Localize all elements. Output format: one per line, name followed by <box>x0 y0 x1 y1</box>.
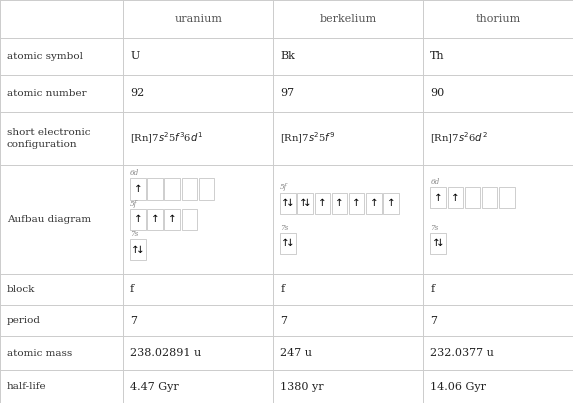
Text: U: U <box>130 52 139 62</box>
Bar <box>465 187 480 208</box>
Text: ↓: ↓ <box>436 238 445 248</box>
Bar <box>430 233 446 254</box>
Text: short electronic
configuration: short electronic configuration <box>7 128 91 149</box>
Text: Bk: Bk <box>280 52 295 62</box>
Text: ↑: ↑ <box>318 198 327 208</box>
Bar <box>130 179 146 199</box>
Bar <box>164 179 180 199</box>
Text: 90: 90 <box>430 88 445 98</box>
Text: 6d: 6d <box>130 169 139 177</box>
Text: [Rn]7$s^2$6$d^2$: [Rn]7$s^2$6$d^2$ <box>430 131 488 146</box>
Bar <box>315 193 330 214</box>
Bar <box>164 209 180 230</box>
Bar <box>448 187 463 208</box>
Bar <box>430 187 446 208</box>
Text: ↑: ↑ <box>335 198 344 208</box>
Text: ↓: ↓ <box>286 238 295 248</box>
Text: ↑: ↑ <box>299 198 307 208</box>
Text: 14.06 Gyr: 14.06 Gyr <box>430 382 486 392</box>
Text: ↑: ↑ <box>431 238 440 248</box>
Text: atomic mass: atomic mass <box>7 349 72 358</box>
Bar <box>482 187 497 208</box>
Text: 232.0377 u: 232.0377 u <box>430 348 494 358</box>
Text: f: f <box>430 285 434 295</box>
Text: 1380 yr: 1380 yr <box>280 382 324 392</box>
Text: 7: 7 <box>430 316 437 326</box>
Text: block: block <box>7 285 36 294</box>
Bar <box>130 239 146 260</box>
Bar <box>147 179 163 199</box>
Text: ↑: ↑ <box>451 193 460 203</box>
Text: atomic symbol: atomic symbol <box>7 52 83 61</box>
Text: f: f <box>130 285 134 295</box>
Text: ↑: ↑ <box>387 198 395 208</box>
Bar <box>349 193 364 214</box>
Text: atomic number: atomic number <box>7 89 87 98</box>
Bar <box>280 233 296 254</box>
Text: thorium: thorium <box>476 14 521 24</box>
Bar <box>297 193 313 214</box>
Text: [Rn]7$s^2$5$f^3$6$d^1$: [Rn]7$s^2$5$f^3$6$d^1$ <box>130 131 203 146</box>
Text: 92: 92 <box>130 88 144 98</box>
Text: ↑: ↑ <box>352 198 361 208</box>
Text: ↓: ↓ <box>286 198 295 208</box>
Text: ↑: ↑ <box>151 214 159 224</box>
Text: ↑: ↑ <box>168 214 176 224</box>
Text: Th: Th <box>430 52 445 62</box>
Bar <box>332 193 347 214</box>
Text: 5f: 5f <box>130 199 138 208</box>
Text: 7s: 7s <box>430 224 439 231</box>
Text: 7s: 7s <box>130 230 139 238</box>
Text: 6d: 6d <box>430 178 439 186</box>
Text: 7: 7 <box>130 316 137 326</box>
Bar <box>182 209 197 230</box>
Bar <box>199 179 214 199</box>
Text: [Rn]7$s^2$5$f^9$: [Rn]7$s^2$5$f^9$ <box>280 131 335 146</box>
Text: ↓: ↓ <box>136 245 144 255</box>
Text: 247 u: 247 u <box>280 348 312 358</box>
Text: ↑: ↑ <box>134 184 142 194</box>
Text: uranium: uranium <box>174 14 222 24</box>
Text: ↑: ↑ <box>281 238 290 248</box>
Bar <box>130 209 146 230</box>
Text: 5f: 5f <box>280 183 288 191</box>
Text: berkelium: berkelium <box>320 14 377 24</box>
Text: ↑: ↑ <box>134 214 142 224</box>
Text: ↑: ↑ <box>131 245 140 255</box>
Bar <box>366 193 382 214</box>
Bar <box>383 193 399 214</box>
Text: period: period <box>7 316 41 325</box>
Text: 4.47 Gyr: 4.47 Gyr <box>130 382 179 392</box>
Bar <box>182 179 197 199</box>
Text: ↑: ↑ <box>434 193 442 203</box>
Bar <box>147 209 163 230</box>
Text: 7s: 7s <box>280 224 289 231</box>
Text: 7: 7 <box>280 316 287 326</box>
Text: ↓: ↓ <box>303 198 312 208</box>
Text: ↑: ↑ <box>370 198 378 208</box>
Text: 97: 97 <box>280 88 295 98</box>
Bar <box>499 187 515 208</box>
Bar <box>280 193 296 214</box>
Text: Aufbau diagram: Aufbau diagram <box>7 215 91 224</box>
Text: f: f <box>280 285 284 295</box>
Text: 238.02891 u: 238.02891 u <box>130 348 201 358</box>
Text: half-life: half-life <box>7 382 46 391</box>
Text: ↑: ↑ <box>281 198 290 208</box>
